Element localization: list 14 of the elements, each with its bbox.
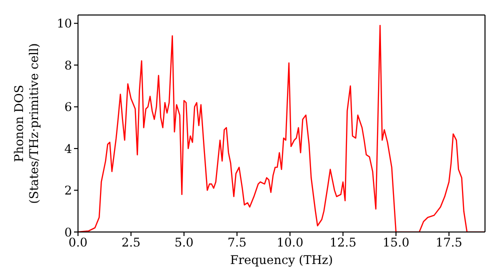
x-tick-label: 2.5: [121, 236, 141, 250]
y-tick-label: 6: [64, 100, 72, 114]
y-tick-label: 2: [64, 184, 72, 198]
x-tick-label: 12.5: [330, 236, 356, 250]
x-tick-label: 5.0: [174, 236, 194, 250]
x-tick-label: 7.5: [227, 236, 247, 250]
x-tick-label: 15.0: [382, 236, 410, 250]
y-tick-label: 8: [64, 58, 72, 72]
x-tick-label: 10.0: [276, 236, 304, 250]
x-tick-label: 17.5: [436, 236, 462, 250]
y-tick-label: 10: [56, 16, 72, 31]
x-axis-title: Frequency (THz): [230, 253, 333, 267]
y-axis-title: Phonon DOS (States/THz·primitive cell): [12, 43, 41, 204]
y-tick-label: 4: [64, 142, 72, 156]
